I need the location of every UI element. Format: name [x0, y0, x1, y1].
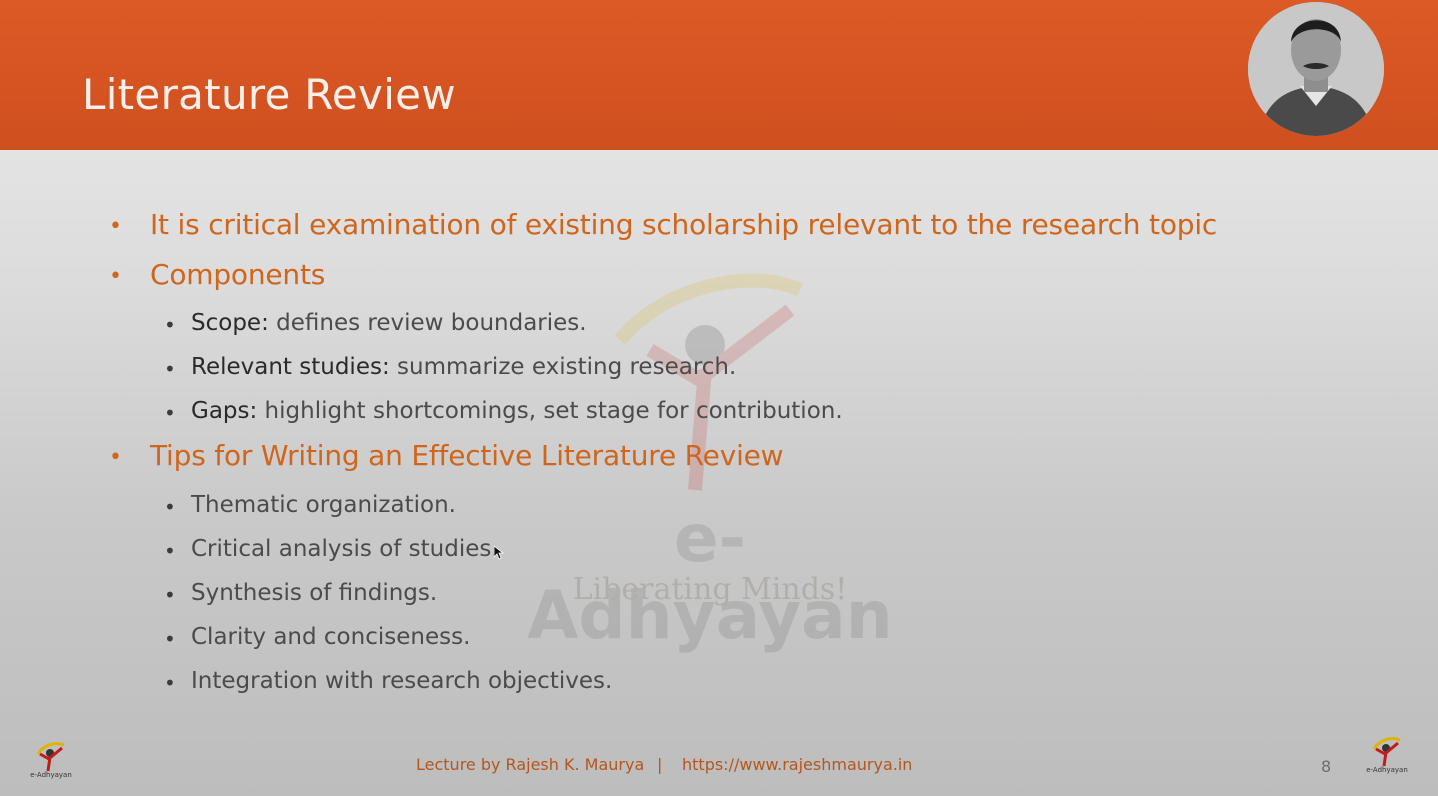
watermark-tagline: Liberating Minds!	[572, 572, 848, 607]
watermark: e-Adhyayan Liberating Minds!	[500, 270, 940, 654]
sub-bullet-marker: •	[164, 539, 176, 563]
slide-header: Literature Review	[0, 0, 1438, 150]
bullet-marker: •	[109, 264, 122, 289]
component-desc: summarize existing research.	[389, 354, 737, 380]
component-relevant-studies: Relevant studies: summarize existing res…	[191, 354, 736, 380]
sub-bullet-marker: •	[164, 401, 176, 425]
component-desc: highlight shortcomings, set stage for co…	[257, 398, 843, 424]
mouse-pointer-icon	[494, 546, 504, 560]
tip-item: Synthesis of findings.	[191, 580, 438, 606]
e-adhyayan-logo-icon	[36, 742, 65, 772]
footer-url[interactable]: https://www.rajeshmaurya.in	[682, 755, 913, 774]
page-number: 8	[1321, 757, 1332, 776]
footer-separator: |	[657, 755, 663, 774]
slide-title: Literature Review	[82, 70, 456, 119]
component-term: Relevant studies:	[191, 354, 390, 380]
sub-bullet-marker: •	[164, 313, 176, 337]
tip-item: Integration with research objectives.	[191, 668, 613, 694]
e-adhyayan-logo-left: e-Adhyayan	[26, 740, 76, 786]
watermark-figure-icon	[614, 273, 804, 491]
e-adhyayan-logo-icon	[1372, 737, 1401, 767]
watermark-name: e-Adhyayan	[527, 500, 893, 654]
component-desc: defines review boundaries.	[268, 310, 587, 336]
bullet-definition: It is critical examination of existing s…	[150, 208, 1218, 241]
component-gaps: Gaps: highlight shortcomings, set stage …	[191, 398, 843, 424]
presenter-avatar	[1248, 2, 1384, 136]
sub-bullet-marker: •	[164, 671, 176, 695]
tip-item: Thematic organization.	[191, 492, 456, 518]
tip-item: Clarity and conciseness.	[191, 624, 471, 650]
slide-footer: Lecture by Rajesh K. Maurya | https://ww…	[0, 755, 1438, 777]
bullet-marker: •	[109, 214, 122, 239]
sub-bullet-marker: •	[164, 583, 176, 607]
component-term: Gaps:	[191, 398, 258, 424]
sub-bullet-marker: •	[164, 357, 176, 381]
bullet-components: Components	[150, 258, 326, 291]
logo-caption: e-Adhyayan	[30, 771, 72, 779]
e-adhyayan-logo-right: e-Adhyayan	[1362, 735, 1412, 781]
sub-bullet-marker: •	[164, 627, 176, 651]
footer-byline: Lecture by Rajesh K. Maurya	[416, 755, 645, 774]
component-scope: Scope: defines review boundaries.	[191, 310, 587, 336]
tip-item: Critical analysis of studies.	[191, 536, 499, 562]
logo-caption: e-Adhyayan	[1366, 766, 1408, 774]
sub-bullet-marker: •	[164, 495, 176, 519]
bullet-marker: •	[109, 445, 122, 470]
component-term: Scope:	[191, 310, 269, 336]
bullet-tips: Tips for Writing an Effective Literature…	[150, 439, 784, 472]
